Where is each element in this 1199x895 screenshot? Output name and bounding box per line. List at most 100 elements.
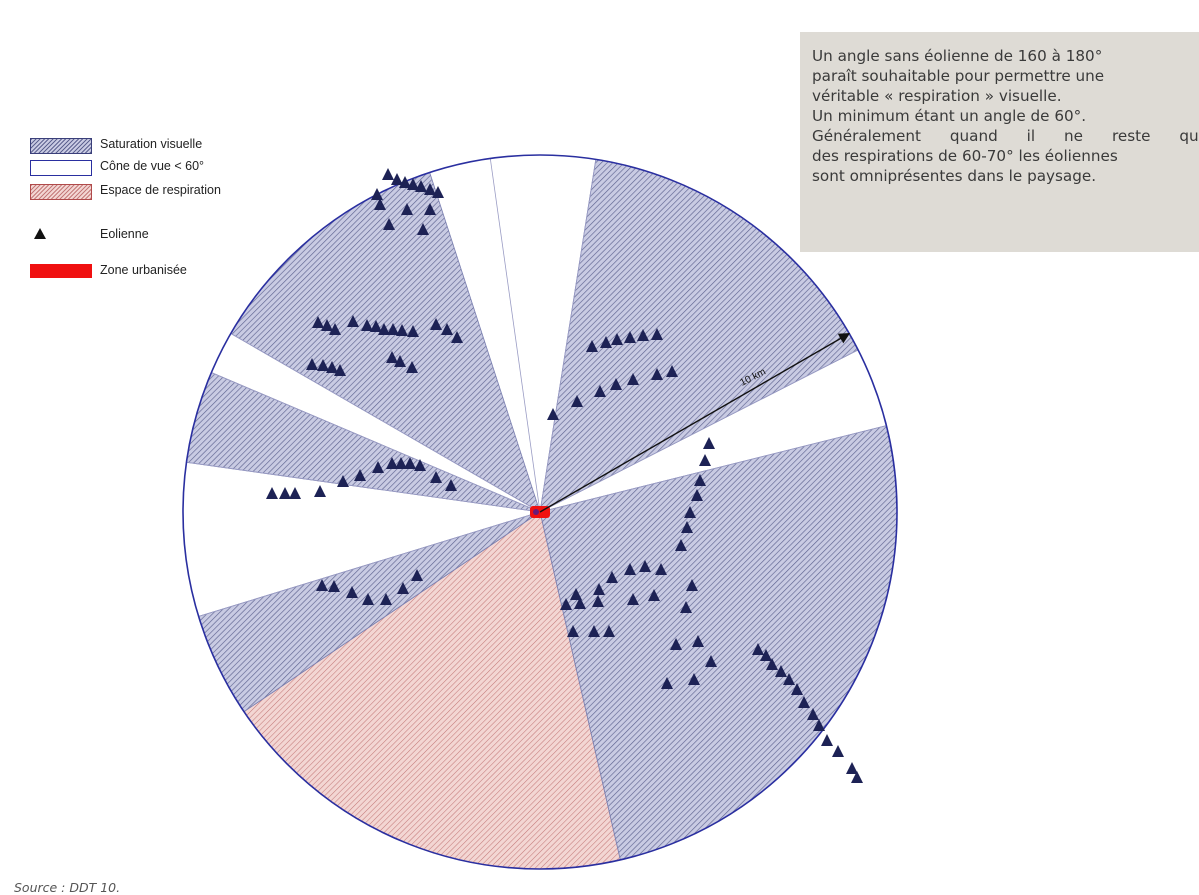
turbine-icon [424,183,436,195]
turbine-icon [675,539,687,551]
turbine-icon [705,655,717,667]
turbine-icon [655,563,667,575]
turbine-icon [414,459,426,471]
turbine-icon [586,340,598,352]
turbine-icon [593,583,605,595]
legend-label: Cône de vue < 60° [100,159,205,173]
cone-swatch [30,160,92,176]
circle-outline [182,154,898,870]
turbine-icon [451,331,463,343]
note-line: paraît souhaitable pour permettre une [812,67,1105,85]
turbine-icon [354,469,366,481]
turbine-icon [401,203,413,215]
legend-item-respiration: Espace de respiration [26,182,286,202]
note-line: sont omniprésentes dans le paysage. [812,167,1097,185]
turbine-icon [347,315,359,327]
turbine-icon [846,762,858,774]
urban-swatch [30,264,92,278]
turbine-icon [560,598,572,610]
turbine-icon [407,325,419,337]
turbine-icon [547,408,559,420]
turbine-icon [651,368,663,380]
turbine-icon [317,359,329,371]
turbine-icon [289,487,301,499]
turbine-icon [415,180,427,192]
scale-arrow [539,332,851,513]
turbine-icon [391,173,403,185]
legend-item-cone: Cône de vue < 60° [26,158,286,178]
turbine-icon [567,625,579,637]
turbine-icon [34,228,46,239]
turbine-icon [588,625,600,637]
turbine-icon [337,475,349,487]
legend-item-urbanisee: Zone urbanisée [26,262,286,282]
turbine-icon [399,176,411,188]
turbine-icon [404,457,416,469]
turbine-icon [699,454,711,466]
source-caption: Source : DDT 10. [14,880,121,895]
note-line: Un angle sans éolienne de 160 à 180° [812,47,1103,65]
turbine-icon [314,485,326,497]
turbine-icon [371,188,383,200]
turbine-icon [603,625,615,637]
legend-label: Saturation visuelle [100,137,203,151]
turbine-icon [326,361,338,373]
turbine-icon [627,593,639,605]
turbine-icon [651,328,663,340]
turbine-icon [432,186,444,198]
turbine-icon [606,571,618,583]
center-point [533,509,539,515]
saturation-swatch [30,138,92,154]
turbine-icon [395,457,407,469]
turbine-icon [378,323,390,335]
respiration-swatch [30,184,92,200]
turbine-icon [691,489,703,501]
turbine-icon [666,365,678,377]
turbine-icon [592,595,604,607]
turbine-icon [610,378,622,390]
turbine-icon [374,198,386,210]
turbine-icon [752,643,764,655]
turbine-icon [798,696,810,708]
turbine-icon [760,649,772,661]
turbine-icon [383,218,395,230]
turbine-icon [334,364,346,376]
turbine-icon [851,771,863,783]
turbine-icon [570,588,582,600]
note-line: des respirations de 60-70° les éoliennes [812,147,1118,165]
turbine-icon [266,487,278,499]
turbine-icon [692,635,704,647]
turbine-icon [424,203,436,215]
turbine-icon [380,593,392,605]
turbine-icon [411,569,423,581]
turbine-icon [387,323,399,335]
legend-label: Espace de respiration [100,183,221,197]
turbine-icon [396,324,408,336]
turbine-icon [681,521,693,533]
turbine-icon [766,658,778,670]
turbine-icon [832,745,844,757]
turbine-icon [279,487,291,499]
turbine-icon [680,601,692,613]
turbine-icon [361,319,373,331]
legend-item-eolienne: Eolienne [26,226,286,246]
note-line: Généralement quand il ne reste que [812,127,1199,145]
turbine-icon [661,677,673,689]
turbine-icon [775,665,787,677]
turbine-icon [574,597,586,609]
turbine-icon [417,223,429,235]
turbine-icon [791,683,803,695]
turbine-icon [627,373,639,385]
turbine-icon [321,319,333,331]
turbine-icon [807,708,819,720]
turbine-icon [624,331,636,343]
turbine-icon [386,351,398,363]
turbine-icon [362,593,374,605]
turbine-icon [397,582,409,594]
turbine-icon [637,329,649,341]
turbine-icon [306,358,318,370]
turbine-icon [382,168,394,180]
turbine-icon [813,719,825,731]
turbine-icon [594,385,606,397]
turbine-icon [430,318,442,330]
